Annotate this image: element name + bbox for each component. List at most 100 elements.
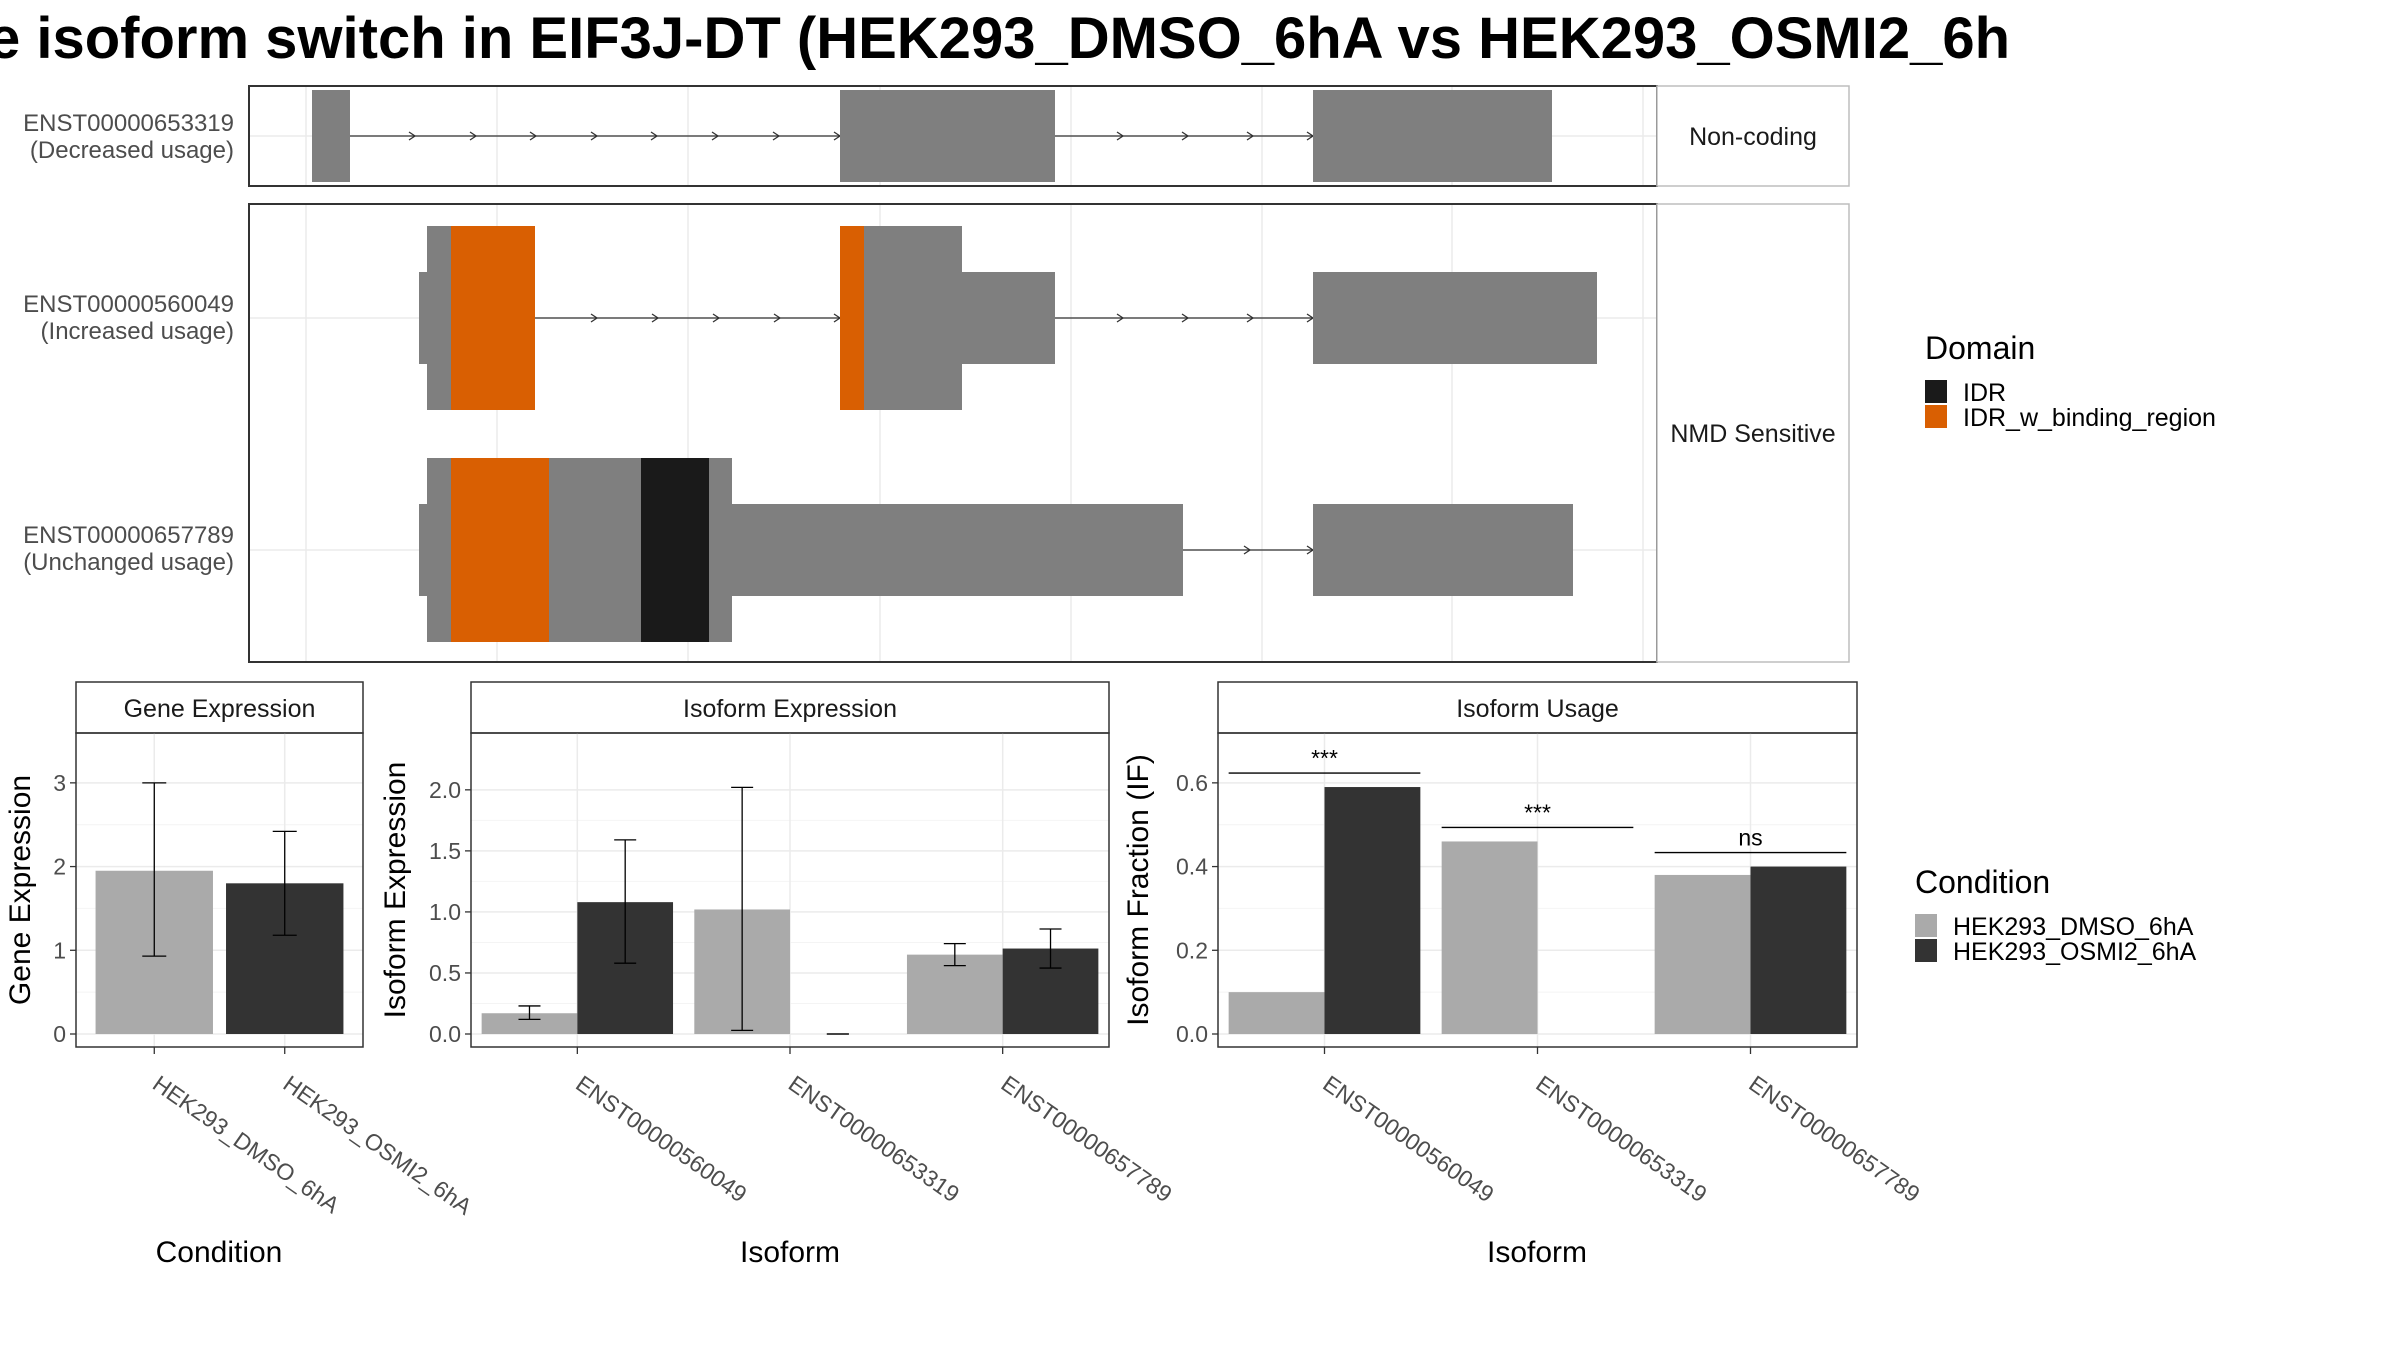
idr-binding-domain [840, 226, 864, 410]
x-tick-label: ENST00000657789 [1744, 1070, 1924, 1207]
legend-key-idr-binding [1925, 405, 1947, 428]
x-tick-label: ENST00000560049 [571, 1070, 751, 1207]
cds-block [427, 458, 451, 642]
y-tick-label: 0.0 [1176, 1021, 1208, 1047]
idr-binding-domain [451, 226, 535, 410]
panel-border [75, 732, 364, 1048]
bar [1441, 841, 1538, 1034]
intron-direction-arrow [590, 131, 599, 141]
transcript-usage-560049: (Increased usage) [41, 318, 234, 345]
y-tick-label: 0.2 [1176, 937, 1208, 963]
transcript-track-653319 [312, 90, 1552, 182]
isoform-expression-chart: Isoform Expression 0.0 0.5 1.0 1.5 2.0 ENST000… [379, 681, 1177, 1269]
y-tick-label: 0.0 [429, 1021, 461, 1047]
utr-block [1313, 272, 1597, 364]
legend-label-idr-binding: IDR_w_binding_region [1963, 404, 2216, 432]
utr-block [962, 272, 1055, 364]
strip-label-nmd: NMD Sensitive [1670, 420, 1835, 448]
bar [1750, 866, 1847, 1034]
x-tick-label: ENST00000560049 [1318, 1070, 1498, 1207]
transcript-usage-657789: (Unchanged usage) [23, 549, 234, 576]
x-tick-label: ENST00000653319 [1531, 1070, 1711, 1207]
bar [1654, 874, 1751, 1034]
cds-block [709, 458, 732, 642]
strip-nmd-sensitive [1656, 203, 1850, 663]
legend-label-osmi2: HEK293_OSMI2_6hA [1953, 938, 2197, 966]
significance-label: ns [1738, 825, 1762, 851]
legend-label-dmso: HEK293_DMSO_6hA [1953, 913, 2194, 941]
transcript-usage-653319: (Decreased usage) [30, 137, 234, 164]
y-axis-title: Isoform Expression [379, 762, 412, 1019]
panel-title: Gene Expression [124, 695, 316, 723]
y-tick-label: 2.0 [429, 777, 461, 803]
panel-strip [75, 681, 364, 734]
cds-block [864, 226, 962, 410]
intron-direction-arrow [650, 131, 659, 141]
x-tick-label: ENST00000657789 [997, 1070, 1177, 1207]
cds-block [427, 226, 451, 410]
y-tick-label: 2 [53, 854, 66, 880]
x-tick-label: ENST00000653319 [784, 1070, 964, 1207]
significance-label: *** [1524, 799, 1551, 825]
legend-label-idr: IDR [1963, 379, 2006, 407]
intron-direction-arrow [773, 313, 782, 323]
structure-panel: Non-coding NMD Sensitive ENST00000653319… [23, 85, 1850, 663]
isoform-usage-chart: Isoform Usage 0.0 0.2 0.4 0.6 *** *** ns ENST000… [1122, 681, 1925, 1269]
transcript-id-560049: ENST00000560049 [23, 291, 234, 318]
y-tick-label: 0 [53, 1021, 66, 1047]
panel-strip [470, 681, 1110, 734]
exon-block [312, 90, 350, 182]
x-axis-title: Condition [156, 1236, 283, 1269]
transcript-track-657789 [419, 458, 1573, 642]
utr-block [1313, 504, 1573, 596]
bar [1228, 992, 1325, 1034]
panel-strip [1217, 681, 1858, 734]
transcript-track-560049 [419, 226, 1597, 410]
domain-legend: Domain IDR IDR_w_binding_region [1925, 330, 2216, 432]
intron-direction-arrow [651, 313, 660, 323]
strip-label-noncoding: Non-coding [1689, 123, 1817, 151]
y-tick-label: 0.4 [1176, 854, 1208, 880]
significance-label: *** [1311, 745, 1338, 771]
panel-title: Isoform Expression [683, 695, 897, 723]
intron-direction-arrow [1116, 131, 1125, 141]
y-tick-label: 1.0 [429, 899, 461, 925]
bar [481, 1013, 578, 1034]
intron-direction-arrow [1181, 313, 1190, 323]
bar [1324, 787, 1421, 1034]
y-tick-label: 1 [53, 937, 66, 963]
cds-block [549, 458, 641, 642]
intron-direction-arrow [1181, 131, 1190, 141]
transcript-id-657789: ENST00000657789 [23, 522, 234, 549]
utr-block [419, 272, 427, 364]
intron-direction-arrow [469, 131, 478, 141]
domain-legend-title: Domain [1925, 330, 2035, 366]
panel-title: Isoform Usage [1456, 695, 1619, 723]
y-tick-label: 0.6 [1176, 770, 1208, 796]
legend-key-osmi2 [1915, 939, 1937, 962]
intron-direction-arrow [590, 313, 599, 323]
exon-block [1313, 90, 1552, 182]
intron-direction-arrow [1243, 545, 1252, 555]
y-axis-title: Isoform Fraction (IF) [1122, 754, 1155, 1026]
figure-title: e isoform switch in EIF3J-DT (HEK293_DMS… [0, 6, 2010, 71]
idr-domain [641, 458, 709, 642]
bar [906, 954, 1003, 1034]
utr-block [732, 504, 1183, 596]
intron-direction-arrow [711, 131, 720, 141]
condition-legend-title: Condition [1915, 864, 2050, 900]
intron-direction-arrow [712, 313, 721, 323]
exon-block [840, 90, 1055, 182]
x-axis-title: Isoform [1487, 1236, 1587, 1269]
intron-direction-arrow [1246, 313, 1255, 323]
utr-block [419, 504, 427, 596]
y-axis-title: Gene Expression [4, 775, 37, 1005]
idr-binding-domain [451, 458, 549, 642]
y-tick-label: 3 [53, 770, 66, 796]
intron-direction-arrow [1246, 131, 1255, 141]
condition-legend: Condition HEK293_DMSO_6hA HEK293_OSMI2_6… [1915, 864, 2197, 966]
intron-direction-arrow [1116, 313, 1125, 323]
intron-direction-arrow [772, 131, 781, 141]
